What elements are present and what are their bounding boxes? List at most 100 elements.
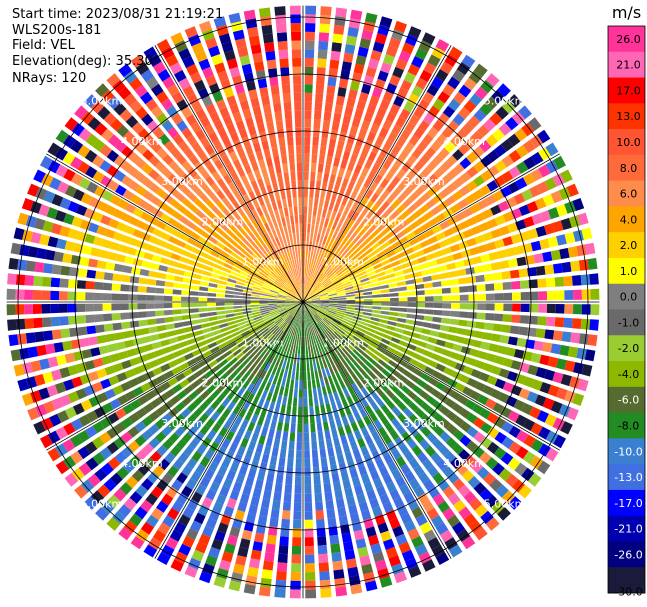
velocity-gate bbox=[393, 497, 405, 509]
velocity-gate bbox=[396, 345, 407, 353]
velocity-gate bbox=[106, 73, 121, 87]
velocity-gate bbox=[363, 111, 374, 123]
velocity-gate bbox=[282, 198, 288, 208]
velocity-gate bbox=[422, 322, 432, 329]
velocity-gate bbox=[320, 264, 327, 273]
velocity-gate bbox=[341, 347, 350, 356]
velocity-gate bbox=[92, 381, 104, 393]
velocity-gate bbox=[272, 347, 279, 357]
velocity-gate bbox=[257, 78, 268, 89]
velocity-gate bbox=[407, 528, 420, 541]
velocity-gate bbox=[286, 466, 293, 476]
velocity-gate bbox=[260, 293, 269, 297]
velocity-gate bbox=[324, 348, 331, 358]
velocity-gate bbox=[492, 323, 503, 332]
velocity-gate bbox=[452, 149, 464, 161]
velocity-gate bbox=[208, 45, 221, 58]
velocity-gate bbox=[466, 440, 478, 453]
velocity-gate bbox=[212, 378, 223, 388]
velocity-gate bbox=[251, 288, 261, 293]
velocity-gate bbox=[374, 78, 386, 90]
velocity-gate bbox=[473, 175, 485, 187]
velocity-gate bbox=[260, 291, 270, 295]
velocity-gate bbox=[242, 193, 251, 204]
velocity-gate bbox=[278, 235, 284, 245]
velocity-gate bbox=[289, 361, 293, 371]
velocity-gate bbox=[338, 204, 345, 215]
velocity-gate bbox=[199, 401, 209, 412]
velocity-gate bbox=[307, 380, 312, 389]
velocity-gate bbox=[128, 216, 140, 227]
velocity-gate bbox=[311, 241, 316, 251]
velocity-gate bbox=[333, 202, 340, 213]
velocity-gate bbox=[529, 185, 542, 198]
velocity-gate bbox=[189, 253, 200, 261]
velocity-gate bbox=[521, 403, 534, 415]
velocity-gate bbox=[362, 312, 372, 316]
velocity-gate bbox=[64, 352, 76, 364]
velocity-gate bbox=[209, 151, 220, 163]
velocity-gate bbox=[375, 386, 384, 397]
velocity-gate bbox=[395, 231, 405, 240]
velocity-gate bbox=[282, 431, 289, 441]
velocity-gate bbox=[101, 190, 114, 202]
velocity-gate bbox=[544, 413, 557, 427]
velocity-gate bbox=[424, 366, 435, 376]
velocity-gate bbox=[174, 69, 187, 83]
velocity-gate bbox=[188, 154, 200, 166]
velocity-gate bbox=[85, 314, 95, 324]
velocity-gate bbox=[287, 458, 294, 468]
velocity-gate bbox=[215, 241, 225, 250]
velocity-gate bbox=[269, 138, 278, 149]
velocity-gate bbox=[257, 358, 265, 368]
velocity-gate bbox=[443, 228, 454, 238]
velocity-gate bbox=[129, 320, 140, 328]
velocity-gate bbox=[145, 203, 156, 214]
velocity-gate bbox=[311, 298, 321, 301]
velocity-gate bbox=[344, 405, 352, 416]
velocity-gate bbox=[151, 254, 162, 263]
velocity-gate bbox=[373, 263, 383, 270]
velocity-gate bbox=[296, 302, 303, 309]
velocity-gate bbox=[115, 253, 126, 263]
velocity-gate bbox=[244, 183, 253, 193]
velocity-gate bbox=[145, 243, 157, 253]
velocity-gate bbox=[421, 269, 431, 276]
velocity-gate bbox=[303, 293, 306, 302]
velocity-gate bbox=[301, 302, 303, 311]
velocity-gate bbox=[386, 194, 396, 205]
velocity-gate bbox=[309, 291, 317, 297]
velocity-gate bbox=[224, 302, 234, 306]
velocity-gate bbox=[319, 294, 329, 298]
velocity-gate bbox=[176, 99, 189, 111]
velocity-gate bbox=[118, 63, 133, 77]
velocity-gate bbox=[99, 144, 113, 157]
velocity-gate bbox=[452, 478, 465, 491]
velocity-gate bbox=[485, 398, 497, 410]
velocity-gate bbox=[437, 91, 450, 104]
range-ring-label: 2.00km bbox=[202, 215, 244, 228]
velocity-gate bbox=[94, 314, 104, 323]
velocity-gate bbox=[286, 303, 295, 307]
velocity-gate bbox=[283, 262, 289, 271]
velocity-gate bbox=[390, 302, 399, 307]
velocity-gate bbox=[388, 316, 398, 322]
velocity-gate bbox=[303, 397, 308, 407]
velocity-gate bbox=[357, 46, 369, 58]
velocity-gate bbox=[225, 353, 235, 362]
velocity-gate bbox=[321, 319, 329, 327]
velocity-gate bbox=[41, 317, 52, 328]
velocity-gate bbox=[212, 139, 223, 151]
velocity-gate bbox=[323, 421, 330, 431]
velocity-gate bbox=[474, 504, 488, 518]
velocity-gate bbox=[232, 563, 245, 575]
velocity-gate bbox=[269, 211, 276, 221]
velocity-gate bbox=[232, 383, 241, 394]
velocity-gate bbox=[152, 529, 166, 543]
velocity-gate bbox=[171, 366, 182, 376]
velocity-gate bbox=[254, 479, 264, 490]
velocity-gate bbox=[113, 422, 126, 434]
velocity-gate bbox=[239, 327, 249, 334]
velocity-gate bbox=[347, 566, 359, 578]
velocity-gate bbox=[260, 16, 272, 27]
